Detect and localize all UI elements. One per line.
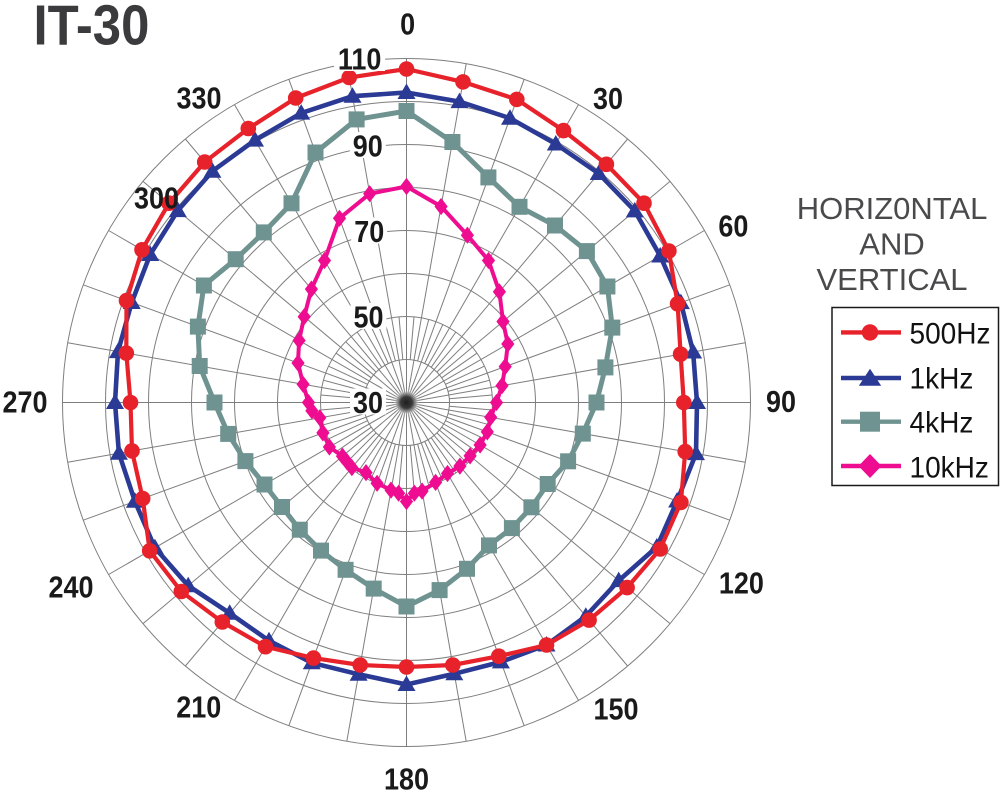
svg-text:500Hz: 500Hz [910,318,991,351]
svg-text:30: 30 [593,82,623,116]
svg-text:AND: AND [859,227,924,262]
svg-text:150: 150 [594,693,639,727]
svg-text:30: 30 [353,386,383,420]
svg-text:VERTICAL: VERTICAL [816,262,967,297]
svg-text:330: 330 [177,82,222,116]
svg-text:1kHz: 1kHz [910,363,974,396]
svg-text:240: 240 [49,571,94,605]
svg-text:0: 0 [400,8,415,42]
svg-text:60: 60 [718,210,748,244]
svg-text:110: 110 [338,43,382,77]
svg-text:210: 210 [176,691,221,725]
svg-text:120: 120 [719,567,764,601]
svg-text:70: 70 [354,215,384,249]
svg-text:90: 90 [766,385,796,419]
svg-text:50: 50 [354,301,384,335]
svg-text:10kHz: 10kHz [910,452,989,485]
svg-text:180: 180 [384,763,429,797]
svg-text:270: 270 [3,386,48,420]
svg-text:HORIZ0NTAL: HORIZ0NTAL [797,191,988,226]
svg-text:300: 300 [134,182,179,216]
svg-text:90: 90 [353,130,383,164]
svg-text:4kHz: 4kHz [910,407,974,440]
svg-text:IT-30: IT-30 [34,0,150,57]
